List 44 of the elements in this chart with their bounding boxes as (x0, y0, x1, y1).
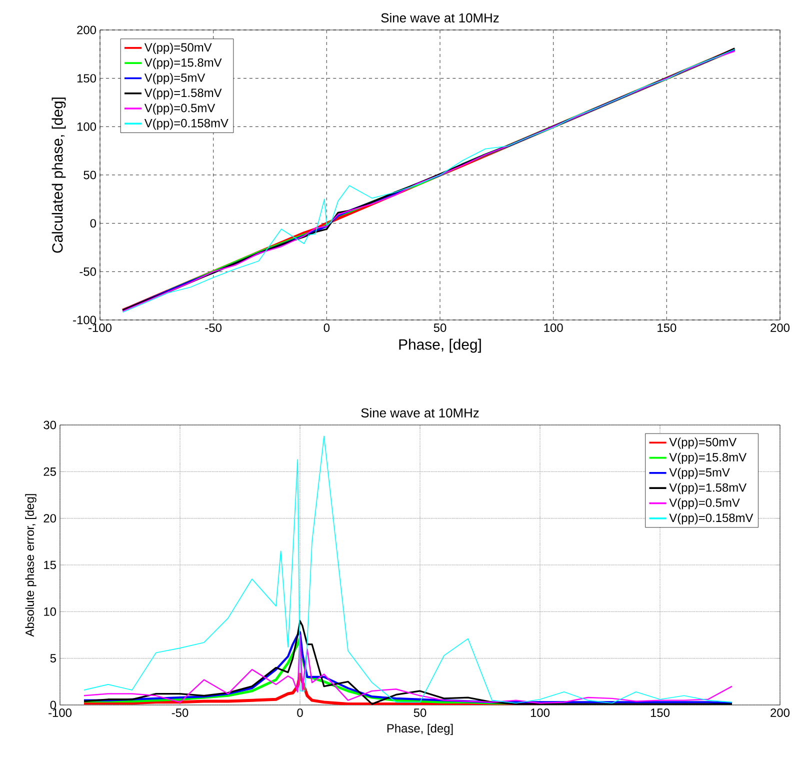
y-tick-label: 100 (77, 122, 96, 131)
y-axis-title: Absolute phase error, [deg] (25, 494, 36, 637)
y-tick-label: 50 (84, 170, 96, 180)
y-tick-label: 0 (50, 700, 56, 710)
y-tick-label: 0 (90, 219, 96, 228)
x-tick-label: 100 (530, 708, 550, 717)
x-tick-label: -50 (172, 708, 188, 717)
y-tick-label: 30 (44, 420, 56, 430)
chart-title: Sine wave at 10MHz (381, 12, 499, 22)
x-tick-label: 200 (770, 324, 790, 332)
x-axis-title: Phase, [deg] (399, 338, 481, 353)
legend-label: V(pp)=0.5mV (144, 103, 216, 115)
legend-label: V(pp)=50mV (669, 438, 737, 449)
legend-label: V(pp)=50mV (144, 42, 212, 54)
chart-title: Sine wave at 10MHz (361, 408, 479, 418)
legend-label: V(pp)=15.8mV (669, 452, 747, 464)
x-tick-label: 0 (297, 708, 303, 717)
x-tick-label: 50 (434, 324, 446, 332)
legend-label: V(pp)=1.58mV (144, 88, 222, 100)
x-tick-label: -50 (205, 324, 222, 332)
legend-label: V(pp)=5mV (144, 73, 206, 84)
y-tick-label: 15 (44, 560, 56, 570)
x-tick-label: 100 (544, 324, 563, 332)
y-tick-label: -50 (80, 267, 96, 276)
y-tick-label: 200 (77, 26, 96, 34)
legend-label: V(pp)=0.158mV (669, 513, 754, 524)
y-tick-label: 10 (44, 607, 56, 616)
y-tick-label: 5 (50, 654, 56, 662)
x-tick-label: 50 (414, 708, 426, 717)
y-tick-label: 20 (44, 514, 56, 523)
legend-label: V(pp)=15.8mV (144, 58, 222, 70)
y-axis-title: Calculated phase, [deg] (52, 98, 66, 253)
x-tick-label: 150 (650, 708, 670, 717)
x-axis-title: Phase, [deg] (387, 724, 453, 735)
y-tick-label: 150 (77, 74, 96, 83)
legend-label: V(pp)=1.58mV (669, 483, 747, 494)
y-tick-label: 25 (44, 467, 56, 476)
legend-label: V(pp)=5mV (669, 468, 730, 479)
legend-label: V(pp)=0.158mV (144, 118, 228, 130)
x-tick-label: 200 (770, 708, 790, 717)
y-tick-label: -100 (73, 316, 96, 324)
x-tick-label: 0 (324, 324, 330, 332)
x-tick-label: 150 (658, 324, 676, 332)
legend-label: V(pp)=0.5mV (669, 498, 740, 510)
